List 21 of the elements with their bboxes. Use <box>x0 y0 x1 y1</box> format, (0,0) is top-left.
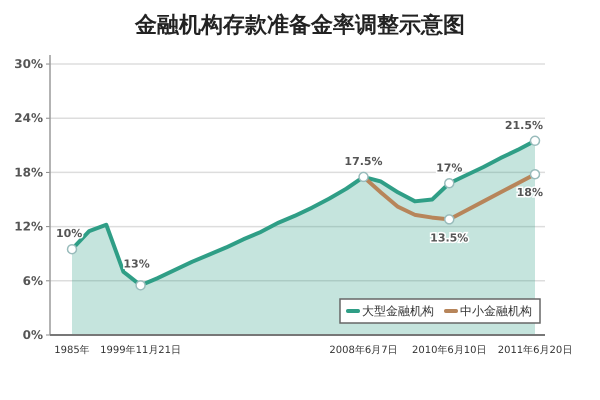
x-tick-label: 2010年6月10日 <box>412 344 487 356</box>
annotation: 18% <box>516 186 543 200</box>
y-tick-label: 12% <box>14 220 43 234</box>
x-tick-label: 1999年11月21日 <box>100 344 182 356</box>
legend-label: 中小金融机构 <box>460 304 532 318</box>
annotation: 10% <box>56 227 82 240</box>
x-tick-label: 2011年6月20日 <box>498 344 572 356</box>
annotation: 17.5% <box>344 154 383 168</box>
x-tick-label: 2008年6月7日 <box>329 344 398 356</box>
annotation: 13.5% <box>430 231 468 244</box>
annotation: 13% <box>123 257 150 270</box>
y-tick-label: 18% <box>14 165 43 180</box>
legend-label: 大型金融机构 <box>362 304 434 318</box>
y-tick-label: 30% <box>14 57 43 72</box>
x-tick-label: 1985年 <box>54 344 90 356</box>
annotation: 17% <box>436 161 462 174</box>
y-tick-label: 0% <box>22 328 43 342</box>
annotation: 21.5% <box>504 118 543 132</box>
y-tick-label: 6% <box>22 274 43 288</box>
chart-title: 金融机构存款准备金率调整示意图 <box>134 12 465 38</box>
y-tick-label: 24% <box>14 111 43 126</box>
